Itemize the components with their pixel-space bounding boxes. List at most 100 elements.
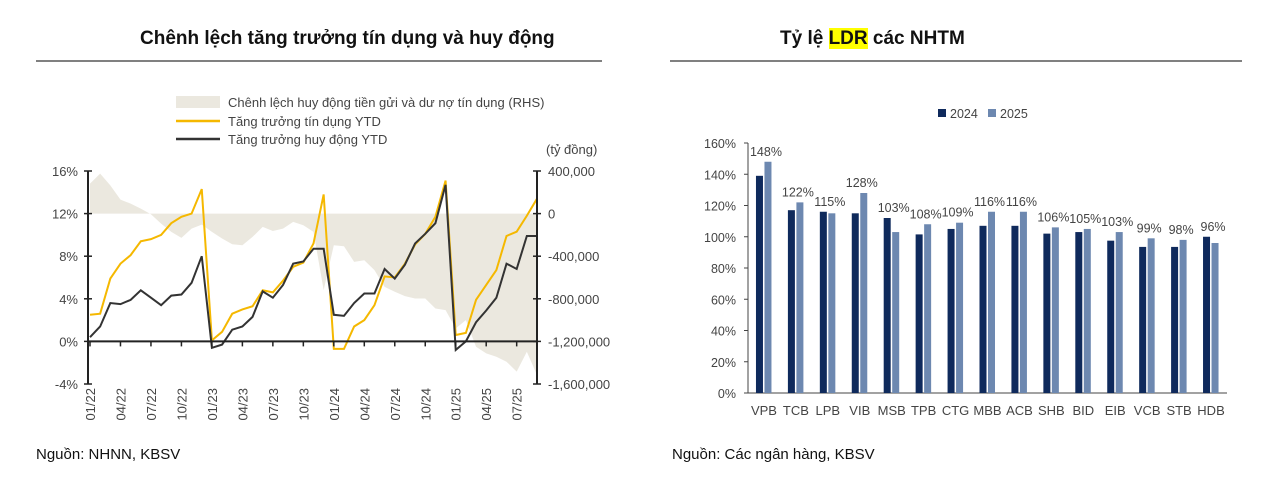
x-tick-label: VPB: [751, 403, 777, 418]
bar-2025-HDB: [1211, 243, 1219, 393]
y2-tick-label: 0: [548, 207, 555, 222]
legend-label-deposit: Tăng trưởng huy động YTD: [228, 132, 387, 147]
x-tick-label: 04/25: [479, 388, 494, 421]
y-tick-label: 160%: [704, 137, 736, 151]
y-tick-label: 100%: [704, 231, 736, 245]
y2-tick-label: -400,000: [548, 249, 599, 264]
x-tick-label: ACB: [1006, 403, 1033, 418]
x-tick-label: 07/23: [266, 388, 281, 421]
bar-2024-MSB: [883, 218, 891, 393]
bar-2024-MBB: [979, 225, 987, 393]
data-label: 108%: [910, 207, 942, 221]
credit-growth-line: [89, 180, 538, 350]
bar-2025-EIB: [1115, 232, 1123, 393]
bar-2024-CTG: [947, 228, 955, 393]
x-tick-label: TPB: [911, 403, 936, 418]
y-tick-label: 60%: [711, 293, 736, 307]
x-tick-label: EIB: [1105, 403, 1126, 418]
title-text: Tỷ lệ: [780, 28, 829, 49]
bar-2024-HDB: [1203, 236, 1211, 393]
x-tick-label: SHB: [1038, 403, 1065, 418]
bar-2025-MBB: [988, 211, 995, 393]
y-tick-label: 4%: [59, 292, 78, 307]
y-tick-label: 8%: [59, 249, 78, 264]
bar-2024-VPB: [755, 175, 763, 393]
right-chart: 0% 20% 40% 60% 80% 100% 120% 140% 160% 148% VPB 122…: [704, 107, 1227, 418]
bar-2024-VIB: [851, 213, 859, 393]
bar-2025-ACB: [1019, 211, 1027, 393]
x-tick-label: LPB: [816, 403, 841, 418]
left-title-divider: [36, 60, 602, 62]
data-label: 148%: [750, 145, 782, 159]
bar-2024-LPB: [819, 211, 827, 393]
y-tick-label: 120%: [704, 200, 736, 214]
x-tick-label: 10/22: [174, 388, 189, 421]
bar-2025-VPB: [764, 161, 772, 393]
y2-tick-label: -1,200,000: [548, 334, 610, 349]
x-tick-label: 01/23: [205, 388, 220, 421]
legend-label-2024: 2024: [950, 107, 978, 121]
y-tick-label: 80%: [711, 262, 736, 276]
y-tick-label: 140%: [704, 168, 736, 182]
legend-label-credit: Tăng trưởng tín dụng YTD: [228, 114, 381, 129]
y-tick-label: 0%: [59, 334, 78, 349]
bar-2024-TCB: [787, 210, 795, 393]
legend-swatch-2025: [988, 109, 996, 117]
x-tick-label: 01/22: [83, 388, 98, 421]
x-tick-label: 10/23: [296, 388, 311, 421]
title-highlight: LDR: [828, 28, 868, 49]
right-title-divider: [670, 60, 1242, 62]
x-tick-label: MSB: [878, 403, 906, 418]
bar-2025-TPB: [924, 224, 932, 393]
bar-2024-VCB: [1139, 246, 1147, 393]
rhs-unit-label: (tỷ đồng): [546, 142, 597, 157]
left-source: Nguồn: NHNN, KBSV: [36, 446, 181, 463]
bar-2024-ACB: [1011, 225, 1019, 393]
legend-label-2025: 2025: [1000, 107, 1028, 121]
legend-swatch-2024: [938, 109, 946, 117]
bar-2024-TPB: [915, 234, 923, 393]
data-label: 105%: [1069, 212, 1101, 226]
bar-2025-TCB: [796, 202, 804, 393]
y-tick-label: -4%: [55, 377, 79, 392]
bar-2025-BID: [1083, 228, 1091, 393]
legend-swatch-gap: [176, 96, 220, 108]
x-tick-label: 07/24: [388, 388, 403, 421]
legend-label-gap: Chênh lệch huy động tiền gửi và dư nợ tí…: [228, 95, 544, 110]
data-label: 109%: [942, 206, 974, 220]
y-tick-label: 12%: [52, 207, 78, 222]
bar-2025-VCB: [1147, 238, 1155, 393]
x-tick-label: 04/23: [235, 388, 250, 421]
x-tick-label: 07/22: [144, 388, 159, 421]
bar-2024-STB: [1171, 246, 1179, 393]
left-chart: -4% -1,600,000 0% -1,200,000 4% -800,000 8% -40…: [52, 95, 610, 421]
data-label: 103%: [1101, 215, 1133, 229]
data-label: 98%: [1169, 223, 1194, 237]
x-tick-label: BID: [1072, 403, 1094, 418]
bar-2025-SHB: [1051, 227, 1059, 393]
x-tick-label: 01/25: [449, 388, 464, 421]
x-tick-label: CTG: [942, 403, 969, 418]
right-source: Nguồn: Các ngân hàng, KBSV: [672, 446, 875, 463]
y-tick-label: 0%: [718, 387, 736, 401]
x-tick-label: VIB: [849, 403, 870, 418]
x-tick-label: 04/24: [357, 388, 372, 421]
y2-tick-label: -800,000: [548, 292, 599, 307]
y-tick-label: 40%: [711, 325, 736, 339]
x-tick-label: STB: [1166, 403, 1191, 418]
data-label: 115%: [814, 195, 845, 209]
gap-area-series: [90, 173, 537, 376]
data-label: 106%: [1037, 210, 1069, 224]
x-tick-label: VCB: [1134, 403, 1161, 418]
bar-2025-LPB: [828, 213, 836, 393]
data-label: 128%: [846, 176, 878, 190]
title-text: các NHTM: [867, 28, 965, 49]
data-label: 96%: [1201, 220, 1226, 234]
bar-2024-EIB: [1107, 240, 1115, 393]
x-tick-label: HDB: [1197, 403, 1224, 418]
deposit-growth-line: [89, 184, 537, 352]
x-tick-label: 07/25: [510, 388, 525, 421]
y2-tick-label: -1,600,000: [548, 377, 610, 392]
left-chart-title: Chênh lệch tăng trưởng tín dụng và huy đ…: [140, 28, 555, 49]
x-tick-label: MBB: [973, 403, 1001, 418]
